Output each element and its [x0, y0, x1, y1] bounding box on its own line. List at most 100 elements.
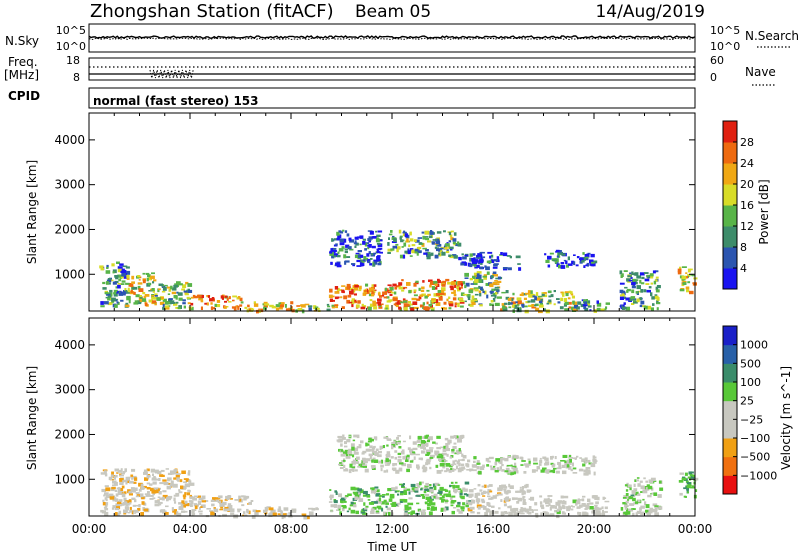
power-cell [396, 301, 401, 305]
velocity-cell [401, 463, 406, 467]
power-cell [473, 287, 479, 290]
power-cell [423, 252, 428, 255]
power-cell [655, 276, 659, 279]
power-cell [517, 263, 521, 265]
power-cell [558, 251, 563, 255]
power-cell [114, 275, 119, 278]
velocity-cell [647, 509, 653, 514]
power-cell [579, 258, 584, 261]
velocity-cell [340, 443, 343, 447]
power-cell [358, 285, 362, 290]
velocity-cell [241, 504, 245, 507]
freq-tick-bottom: 8 [73, 71, 80, 84]
power-cell [131, 275, 135, 280]
velocity-cell [151, 477, 157, 481]
power-cell [150, 275, 155, 279]
power-cell [121, 291, 126, 296]
velocity-cell [654, 506, 658, 511]
velocity-cell [198, 510, 203, 513]
power-cell [501, 303, 506, 306]
velocity-cell [391, 467, 397, 471]
power-cell [554, 260, 557, 264]
velocity-cell [639, 480, 643, 483]
power-cell [111, 297, 116, 302]
velocity-cell [685, 480, 689, 483]
power-cell [399, 254, 403, 259]
velocity-cell [484, 512, 488, 516]
velocity-cell [591, 510, 596, 514]
velocity-cell [341, 508, 345, 512]
velocity-cell [545, 505, 550, 507]
velocity-cell [550, 505, 555, 509]
velocity-cell [340, 440, 343, 443]
power-cell [572, 301, 578, 306]
velocity-cell [351, 446, 355, 451]
power-cell [338, 230, 342, 233]
power-echo-region [329, 229, 383, 268]
power-cell [643, 289, 647, 293]
velocity-cell [343, 464, 346, 468]
velocity-cell [352, 439, 356, 442]
velocity-cell [162, 490, 167, 493]
power-cell [358, 289, 362, 292]
velocity-cell [636, 510, 642, 514]
velocity-cell [349, 463, 353, 468]
velocity-echo-region [467, 483, 535, 516]
velocity-cell [108, 476, 113, 481]
velocity-cell [466, 499, 469, 504]
velocity-cell [510, 470, 514, 473]
power-cell [504, 302, 508, 305]
velocity-cell [592, 458, 597, 462]
velocity-cell [419, 510, 422, 513]
power-cell [164, 284, 168, 287]
power-cell [351, 263, 356, 265]
velocity-cell [103, 494, 106, 497]
velocity-cell [521, 460, 526, 462]
power-cell [124, 288, 127, 291]
velocity-cell [624, 512, 628, 516]
velocity-cell [450, 435, 454, 439]
power-cell [414, 251, 418, 254]
power-cell [356, 259, 361, 263]
power-cell [619, 296, 625, 300]
power-colorbar-tick-label: 24 [740, 157, 754, 170]
velocity-cell [412, 447, 418, 451]
power-cell [388, 299, 393, 302]
power-cell [439, 292, 445, 295]
velocity-colorbar-segment [723, 344, 737, 364]
power-cell [168, 298, 172, 303]
velocity-cell [119, 474, 124, 477]
power-cell [174, 283, 177, 286]
power-cell [478, 274, 482, 279]
velocity-cell [370, 501, 374, 505]
power-cell [569, 291, 573, 295]
velocity-cell [337, 440, 342, 443]
velocity-cell [188, 480, 192, 483]
velocity-cell [401, 449, 405, 451]
velocity-cell [380, 464, 384, 468]
velocity-cell [551, 455, 554, 459]
velocity-cell [212, 497, 216, 500]
power-cell [636, 275, 642, 279]
power-cell [365, 242, 370, 245]
power-cell [549, 252, 554, 255]
velocity-cell [354, 469, 358, 472]
velocity-cell [576, 500, 581, 505]
power-cell [390, 248, 395, 251]
velocity-cell [441, 452, 447, 456]
velocity-cell [521, 507, 527, 512]
velocity-cell [124, 468, 127, 472]
velocity-cell [561, 511, 565, 515]
velocity-cell [451, 468, 455, 472]
velocity-cell [371, 467, 376, 470]
power-cell [431, 298, 436, 301]
power-cell [167, 305, 171, 307]
power-cell [631, 302, 635, 305]
velocity-cell [123, 479, 128, 483]
velocity-cell [388, 511, 391, 516]
power-cell [125, 302, 129, 305]
power-heatmap [99, 229, 698, 314]
velocity-cell [407, 457, 410, 460]
velocity-cell [119, 482, 124, 485]
velocity-cell [437, 484, 441, 486]
